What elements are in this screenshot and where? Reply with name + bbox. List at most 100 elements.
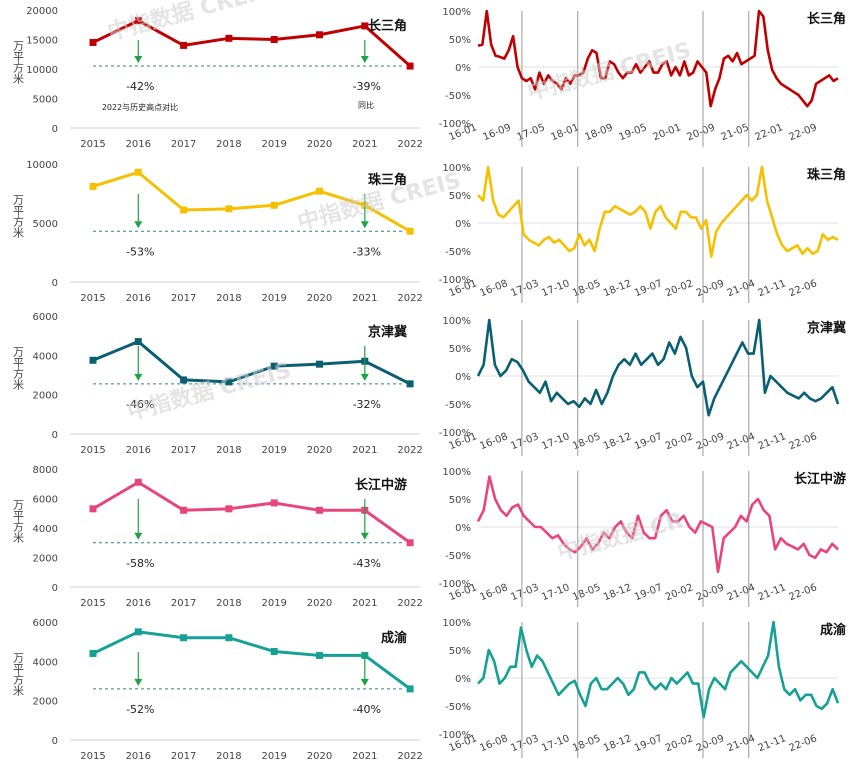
drop-arrow-head [134, 532, 143, 540]
x-tick-label: 2020 [307, 139, 332, 150]
region-label: 长三角 [807, 11, 846, 27]
monthly-chart: 100%50%0%-50%-100%16-01 16-09 17-05 18-01 18… [439, 7, 846, 147]
data-point [270, 36, 278, 43]
y-tick-label: -100% [439, 730, 471, 741]
drop-yoy-label: -43% [353, 557, 381, 570]
region-label: 珠三角 [368, 172, 407, 188]
y-tick-label: -100% [439, 579, 471, 590]
data-point [180, 206, 188, 214]
y-tick-label: -100% [439, 275, 471, 286]
data-point [225, 378, 233, 386]
y-tick-label: 8000 [33, 465, 58, 476]
watermark: 中指数据 CREIS [525, 37, 694, 106]
x-tick-label: 2016 [126, 293, 151, 304]
x-tick-label: 19-07 [633, 733, 664, 754]
x-tick-label: 22-06 [788, 582, 819, 603]
y-tick-label: 0 [52, 736, 58, 747]
x-tick-label: 2021 [352, 139, 377, 150]
x-tick-label: 20-09 [695, 278, 726, 299]
x-tick-label: 21-11 [757, 278, 788, 299]
y-axis-unit: 万平方米 [12, 652, 25, 697]
drop-arrow-head [360, 532, 369, 540]
x-tick-label: 16-08 [478, 278, 509, 299]
y-tick-label: 4000 [33, 524, 58, 535]
region-label: 成渝 [381, 630, 408, 646]
y-tick-label: 2000 [33, 554, 58, 565]
data-point [316, 31, 323, 39]
x-tick-label: 2019 [261, 293, 286, 304]
data-point [406, 539, 414, 547]
y-tick-label: 10000 [26, 65, 58, 76]
x-tick-label: 20-02 [664, 582, 695, 603]
drop-arrow-head [134, 373, 143, 381]
data-point [270, 499, 278, 507]
x-tick-label: 19-07 [633, 278, 664, 299]
drop-vs-peak-label: -46% [126, 398, 154, 411]
series-line [476, 475, 839, 574]
y-axis-unit: 万平方米 [12, 40, 25, 85]
series-line [92, 170, 411, 233]
y-tick-label: 50% [449, 495, 471, 506]
y-tick-label: 0% [455, 523, 471, 534]
x-tick-label: 20-01 [652, 122, 683, 143]
x-tick-label: 2021 [352, 445, 377, 456]
x-tick-label: 2022 [397, 751, 422, 762]
x-tick-label: 18-12 [602, 733, 633, 754]
x-tick-label: 17-10 [540, 582, 571, 603]
data-point [180, 41, 188, 49]
annual-chart: 10000 5000 0 万平方米 2015 2016 2017 2018 2019 2020 20… [12, 160, 423, 304]
y-tick-label: 4000 [33, 351, 58, 362]
data-point [270, 201, 278, 209]
drop-yoy-label: -32% [353, 398, 381, 411]
drop-vs-peak-label: -53% [126, 245, 154, 258]
drop-arrow-head [360, 221, 369, 229]
x-tick-label: 21-04 [726, 431, 757, 452]
x-tick-label: 2019 [261, 139, 286, 150]
x-tick-label: 16-08 [478, 733, 509, 754]
data-point [225, 34, 233, 42]
x-tick-label: 17-03 [509, 278, 540, 299]
data-point [225, 205, 233, 213]
x-tick-label: 2017 [171, 139, 196, 150]
data-point [406, 227, 414, 235]
monthly-chart: 100%50%0%-50%-100%16-01 16-08 17-03 17-10 18… [439, 618, 847, 758]
x-tick-label: 20-09 [695, 431, 726, 452]
region-label: 京津冀 [807, 320, 846, 336]
x-tick-label: 2022 [397, 445, 422, 456]
annual-chart: 8000 6000 4000 2000 0 万平方米 2015 2016 2017 2018 201… [12, 465, 423, 609]
x-tick-label: 22-09 [788, 122, 819, 143]
x-tick-label: 17-03 [509, 582, 540, 603]
x-tick-label: 20-09 [686, 122, 717, 143]
y-tick-label: 0% [455, 372, 471, 383]
y-tick-label: -50% [445, 91, 471, 102]
x-tick-label: 20-09 [695, 582, 726, 603]
x-tick-label: 21-04 [726, 582, 757, 603]
drop-arrow-head [134, 221, 143, 229]
drop-arrow-head [360, 678, 369, 686]
data-point [134, 168, 142, 176]
x-tick-label: 2016 [126, 598, 151, 609]
series-line [476, 318, 840, 417]
x-tick-label: 18-05 [571, 582, 602, 603]
y-tick-label: -50% [445, 551, 471, 562]
x-tick-label: 2018 [216, 751, 241, 762]
data-point [180, 376, 188, 384]
x-tick-label: 19-07 [633, 582, 664, 603]
x-tick-label: 18-12 [602, 431, 633, 452]
y-tick-label: 6000 [33, 312, 58, 323]
data-point [89, 182, 97, 190]
x-tick-label: 2018 [216, 598, 241, 609]
y-tick-label: -50% [445, 247, 471, 258]
y-tick-label: 100% [442, 467, 471, 478]
series-line [92, 340, 411, 386]
y-axis-unit: 万平方米 [12, 499, 25, 544]
y-tick-label: 4000 [33, 657, 58, 668]
data-point [180, 506, 188, 514]
x-tick-label: 21-11 [757, 733, 788, 754]
watermark: 中指数据 CR [555, 507, 686, 565]
x-tick-label: 2015 [80, 139, 105, 150]
series-line [92, 480, 411, 544]
x-tick-label: 17-05 [516, 122, 547, 143]
x-tick-label: 18-05 [571, 278, 602, 299]
x-tick-label: 2018 [216, 139, 241, 150]
